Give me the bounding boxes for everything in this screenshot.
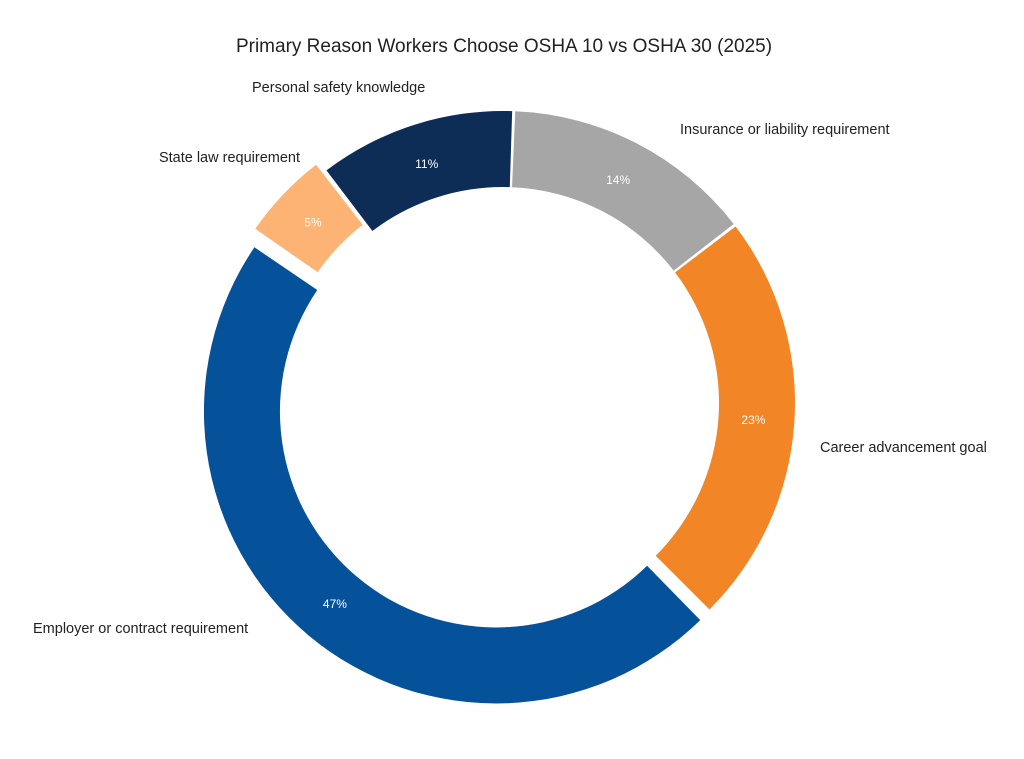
slice-category-label: State law requirement [159, 150, 300, 166]
slice-percent-label: 5% [304, 216, 322, 230]
chart-title: Primary Reason Workers Choose OSHA 10 vs… [236, 36, 772, 57]
slice-personal-safety-knowledge [326, 111, 513, 231]
slices-group [203, 111, 795, 704]
slice-category-label: Personal safety knowledge [252, 80, 425, 96]
slice-percent-label: 23% [741, 413, 765, 427]
slice-percent-label: 14% [606, 173, 630, 187]
category-labels-group: Personal safety knowledge Insurance or li… [33, 80, 987, 637]
slice-percent-label: 11% [415, 157, 438, 171]
slice-category-label: Insurance or liability requirement [680, 122, 890, 138]
slice-category-label: Employer or contract requirement [33, 621, 248, 637]
slice-career-advancement-goal [655, 226, 795, 610]
slice-employer-or-contract-requirement [203, 247, 701, 704]
slice-state-law-requirement [255, 164, 363, 273]
slice-category-label: Career advancement goal [820, 440, 987, 456]
percent-labels-group: 11% 14% 23% 47% 5% [304, 157, 765, 611]
slice-percent-label: 47% [323, 597, 347, 611]
slice-insurance-or-liability-requirement [512, 111, 734, 271]
